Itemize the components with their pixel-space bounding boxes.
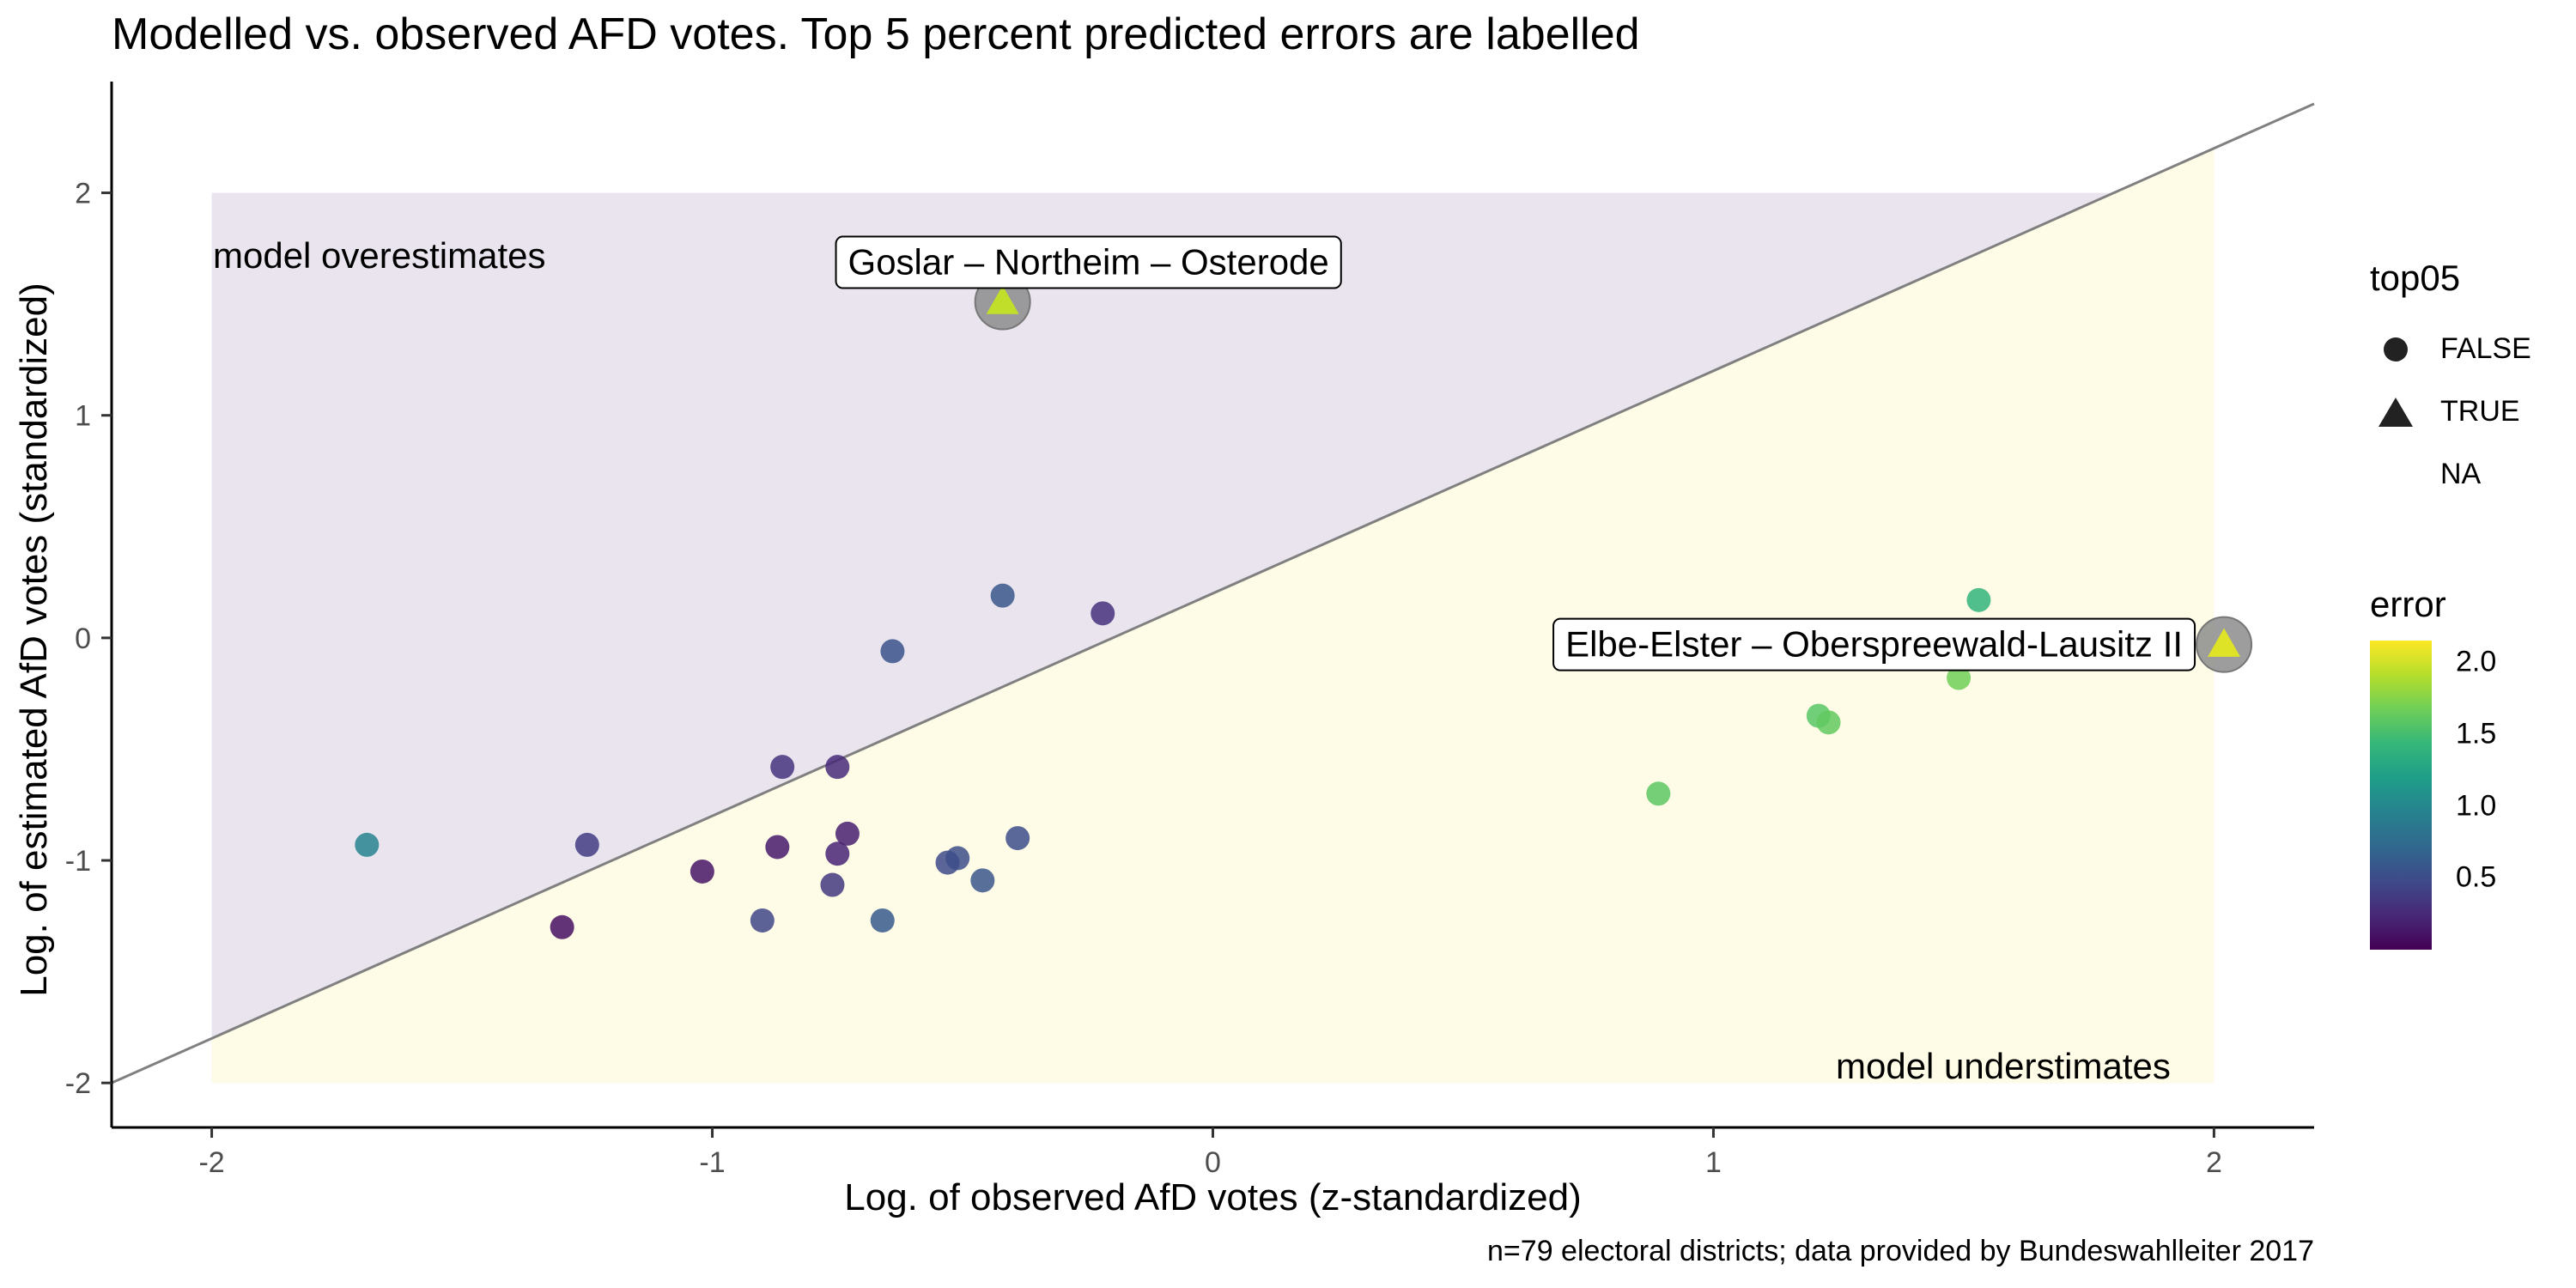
color-bar: 0.5 1.0 1.5 2.0	[2370, 641, 2496, 950]
data-point	[750, 908, 775, 933]
color-bar-label: 0.5	[2456, 860, 2497, 894]
y-axis-ticks: -2 -1 0 1 2	[65, 178, 112, 1100]
x-tick-label: -1	[699, 1146, 725, 1179]
data-point	[1816, 710, 1841, 735]
legend-label-true: TRUE	[2440, 395, 2520, 428]
data-point	[1091, 601, 1115, 626]
data-point	[770, 755, 795, 780]
data-point	[945, 846, 970, 871]
y-axis-label: Log. of estimated AfD votes (standardize…	[13, 283, 55, 997]
x-axis-ticks: -2 -1 0 1 2	[198, 1127, 2222, 1179]
legend-entry-true: TRUE	[2370, 380, 2567, 443]
data-point	[690, 859, 714, 884]
y-tick-label: -1	[65, 845, 91, 878]
legend-entry-na: NA	[2370, 443, 2567, 506]
underestimate-region	[211, 148, 2215, 1084]
x-tick-label: 0	[1205, 1146, 1221, 1179]
reference-line	[111, 102, 2315, 1084]
data-points	[355, 273, 2253, 939]
color-bar-label: 2.0	[2456, 645, 2497, 678]
shape-legend: top05 FALSE TRUE NA	[2370, 258, 2567, 506]
x-axis-label: Log. of observed AfD votes (z-standardiz…	[844, 1176, 1582, 1218]
data-point-triangle	[986, 285, 1019, 314]
color-bar-tick	[2432, 662, 2444, 665]
color-bar-tick	[2432, 733, 2444, 736]
overestimate-label: model overestimates	[213, 235, 546, 276]
legend-entry-false: FALSE	[2370, 318, 2567, 380]
y-tick-label: 2	[75, 178, 91, 210]
legend-label-na: NA	[2440, 458, 2482, 490]
data-point	[355, 832, 380, 857]
data-point	[1646, 781, 1671, 806]
y-tick-label: 0	[75, 623, 91, 655]
circle-icon	[2384, 337, 2408, 361]
chart-title: Modelled vs. observed AFD votes. Top 5 p…	[112, 9, 1640, 59]
data-point-triangle	[2208, 628, 2241, 657]
point-labels: Goslar – Northeim – Osterode Elbe-Elster …	[835, 235, 2196, 671]
x-tick-label: -2	[198, 1146, 224, 1179]
y-tick-label: 1	[75, 400, 91, 433]
x-tick-label: 1	[1705, 1146, 1722, 1179]
point-label-box	[835, 235, 1342, 289]
data-point	[990, 583, 1015, 608]
data-point	[970, 868, 995, 893]
color-bar-tick	[2432, 805, 2444, 808]
shape-legend-title: top05	[2370, 258, 2461, 298]
triangle-icon	[2379, 397, 2413, 427]
understimate-label: model understimates	[1836, 1046, 2171, 1086]
data-point	[825, 755, 850, 780]
chart-caption: n=79 electoral districts; data provided …	[1487, 1235, 2314, 1267]
color-legend: error 0.5 1.0 1.5 2.0	[2370, 584, 2496, 950]
data-point	[1966, 587, 1991, 612]
data-point	[835, 821, 860, 846]
data-point	[870, 908, 895, 933]
data-point	[550, 914, 574, 939]
color-bar-label: 1.5	[2456, 717, 2497, 750]
color-bar-label: 1.0	[2456, 789, 2497, 823]
data-point	[1005, 826, 1030, 851]
color-bar-tick	[2432, 878, 2444, 880]
point-label-text: Elbe-Elster – Oberspreewald-Lausitz II	[1565, 624, 2183, 665]
legend-label-false: FALSE	[2440, 332, 2531, 365]
data-point	[1947, 665, 1971, 690]
y-tick-label: -2	[65, 1067, 91, 1100]
x-tick-label: 2	[2206, 1146, 2222, 1179]
color-legend-title: error	[2370, 584, 2446, 624]
data-point	[574, 832, 599, 857]
data-point	[880, 639, 905, 664]
data-point	[820, 872, 845, 897]
data-point	[825, 841, 850, 866]
point-label-text: Goslar – Northeim – Osterode	[848, 242, 1329, 283]
data-point	[765, 835, 790, 860]
point-label-box	[1552, 617, 2196, 671]
